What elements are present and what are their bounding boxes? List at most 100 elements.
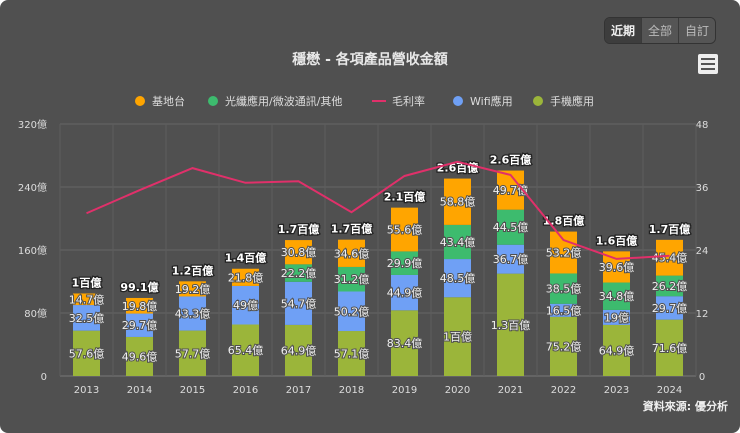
x-tick-label: 2024 — [657, 385, 682, 396]
x-tick-label: 2021 — [498, 385, 523, 396]
range-custom-button[interactable]: 自訂 — [678, 18, 716, 43]
total-label: 2.6百億 — [490, 153, 532, 167]
total-label: 2.1百億 — [384, 190, 426, 204]
bar-segment — [73, 330, 100, 376]
range-all-button[interactable]: 全部 — [641, 18, 679, 43]
right-tick-label: 12 — [696, 309, 709, 320]
data-label: 30.8億 — [281, 246, 317, 259]
bar-segment — [126, 297, 153, 314]
x-tick-label: 2020 — [445, 385, 470, 396]
legend-marker-icon — [453, 96, 463, 106]
data-label: 55.6億 — [387, 224, 423, 237]
bar-segment — [338, 331, 365, 376]
left-tick-label: 80億 — [24, 307, 47, 320]
bar-segment — [73, 293, 100, 306]
data-label: 22.2億 — [281, 267, 317, 280]
bar-segment — [656, 296, 683, 320]
x-tick-label: 2013 — [74, 385, 99, 396]
legend-item-label: 毛利率 — [392, 94, 425, 108]
bar-segment — [550, 273, 577, 304]
data-label: 19.2億 — [175, 283, 211, 296]
data-label: 57.1億 — [334, 348, 370, 361]
data-label: 58.8億 — [440, 196, 476, 209]
right-tick-label: 0 — [699, 372, 705, 383]
bar-segment — [656, 275, 683, 297]
bar-segment — [603, 324, 630, 376]
total-label: 1.4百億 — [225, 251, 267, 265]
bar-segment — [444, 178, 471, 225]
left-tick-label: 160億 — [18, 244, 47, 257]
data-label: 29.9億 — [387, 257, 423, 270]
bar-segment — [391, 207, 418, 252]
bar-segment — [444, 224, 471, 260]
x-tick-label: 2022 — [551, 385, 576, 396]
data-label: 57.7億 — [175, 347, 211, 360]
data-label: 26.2億 — [652, 280, 688, 293]
x-tick-label: 2023 — [604, 385, 629, 396]
bar-segment — [497, 209, 524, 245]
data-label: 19.8億 — [122, 300, 158, 313]
data-label: 48.5億 — [440, 272, 476, 285]
data-label: 50.2億 — [334, 305, 370, 318]
total-label: 2.6百億 — [437, 161, 479, 175]
bar-segment — [603, 282, 630, 310]
right-tick-label: 48 — [696, 120, 709, 131]
bar-segment — [179, 330, 206, 376]
right-tick-label: 24 — [696, 246, 709, 257]
data-label: 49億 — [233, 299, 258, 312]
legend-marker-icon — [208, 96, 218, 106]
data-label: 43.4億 — [440, 236, 476, 249]
source-note: 資料來源: 優分析 — [643, 399, 728, 413]
data-label: 39.6億 — [599, 261, 635, 274]
total-label: 1.2百億 — [172, 263, 214, 277]
bar-segment — [126, 336, 153, 376]
data-label: 31.2億 — [334, 273, 370, 286]
data-label: 57.6億 — [69, 347, 105, 360]
legend-item-label: 光纖應用/微波通訊/其他 — [225, 94, 342, 108]
left-tick-label: 0 — [41, 372, 47, 383]
bar-segment — [285, 281, 312, 325]
x-tick-label: 2016 — [233, 385, 258, 396]
bar-segment — [656, 239, 683, 276]
x-tick-label: 2019 — [392, 385, 417, 396]
x-tick-label: 2018 — [339, 385, 364, 396]
legend-marker-icon — [135, 96, 145, 106]
bar-segment — [232, 324, 259, 376]
data-label: 16.5億 — [546, 304, 582, 317]
menu-icon[interactable] — [698, 54, 718, 74]
bar-segment — [391, 251, 418, 275]
data-label: 29.7億 — [652, 302, 688, 315]
bar-segment — [497, 244, 524, 274]
data-label: 75.2億 — [546, 340, 582, 353]
data-label: 49.6億 — [122, 350, 158, 363]
data-label: 1百億 — [443, 331, 472, 344]
bar-segment — [391, 310, 418, 376]
data-label: 34.8億 — [599, 290, 635, 303]
bar-segment — [391, 274, 418, 311]
range-selector: 近期 全部 自訂 — [604, 17, 717, 44]
x-tick-label: 2015 — [180, 385, 205, 396]
bar-segment — [73, 305, 100, 331]
bar-segment — [497, 273, 524, 376]
total-label: 1.7百億 — [331, 222, 373, 236]
right-tick-label: 36 — [696, 183, 709, 194]
range-recent-button[interactable]: 近期 — [605, 18, 642, 43]
total-label: 1.8百億 — [543, 214, 585, 228]
bar-segment — [232, 268, 259, 286]
data-label: 36.7億 — [493, 253, 529, 266]
data-label: 43.3億 — [175, 308, 211, 321]
legend-marker-icon — [533, 96, 543, 106]
data-label: 38.5億 — [546, 283, 582, 296]
bar-segment — [603, 251, 630, 283]
legend-item-label: 基地台 — [152, 94, 185, 108]
total-label: 1百億 — [72, 275, 102, 289]
left-tick-label: 240億 — [18, 181, 47, 194]
bar-segment — [338, 239, 365, 267]
bar-segment — [338, 266, 365, 292]
data-label: 34.6億 — [334, 247, 370, 260]
chart-title: 穩懋 - 各項產品營收金額 — [292, 51, 448, 68]
legend-item-label: 手機應用 — [550, 94, 594, 108]
bar-segment — [179, 281, 206, 297]
